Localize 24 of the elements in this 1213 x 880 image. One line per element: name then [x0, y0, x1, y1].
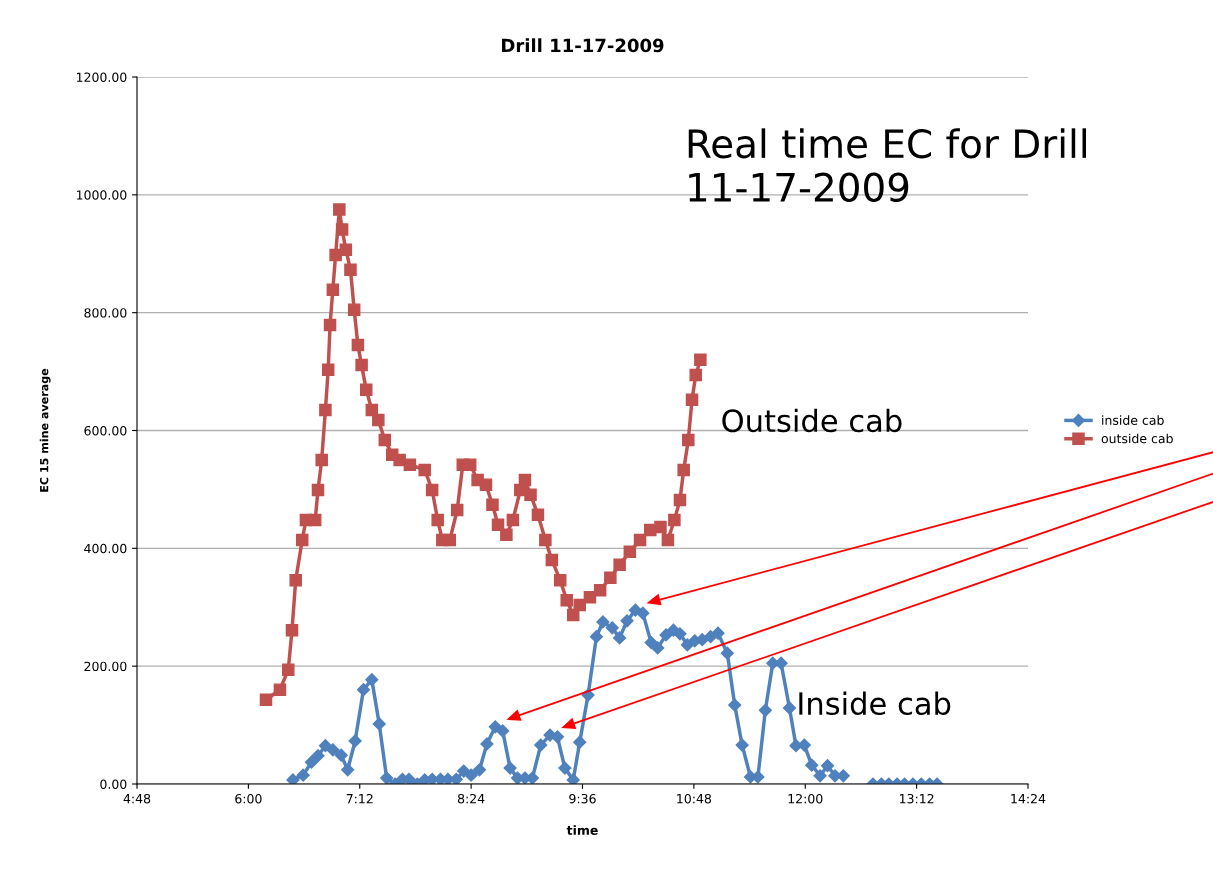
y-tick-label: 0.00 [100, 779, 127, 789]
x-tick-label: 7:12 [346, 793, 373, 804]
x-axis-title: time [566, 825, 598, 835]
y-tick-label: 1200.00 [76, 72, 127, 82]
annotation: Inside cab [799, 691, 951, 716]
chart-title: Drill 11-17-2009 [502, 38, 664, 53]
x-tick-label: 6:00 [235, 793, 262, 804]
x-tick-label: 4:48 [123, 793, 151, 804]
y-axis-title: EC 15 mine average [39, 368, 51, 492]
y-tick-label: 600.00 [84, 425, 127, 436]
x-tick-label: 8:24 [457, 793, 485, 804]
x-tick-label: 10:48 [677, 793, 712, 804]
y-tick-label: 800.00 [84, 308, 127, 318]
annotation: Real time EC for Drill 11-17-2009 [688, 128, 1086, 202]
y-tick-label: 200.00 [84, 661, 127, 672]
y-tick-label: 1000.00 [76, 190, 127, 200]
annotation: Outside cab [722, 408, 902, 433]
legend-label: outside cab [1101, 433, 1173, 444]
y-tick-label: 400.00 [84, 543, 127, 554]
x-tick-label: 12:00 [788, 793, 823, 804]
x-tick-label: 9:36 [569, 793, 596, 804]
x-tick-label: 13:12 [899, 793, 934, 804]
legend-label: inside cab [1102, 415, 1164, 425]
x-tick-label: 14:24 [1011, 793, 1046, 804]
